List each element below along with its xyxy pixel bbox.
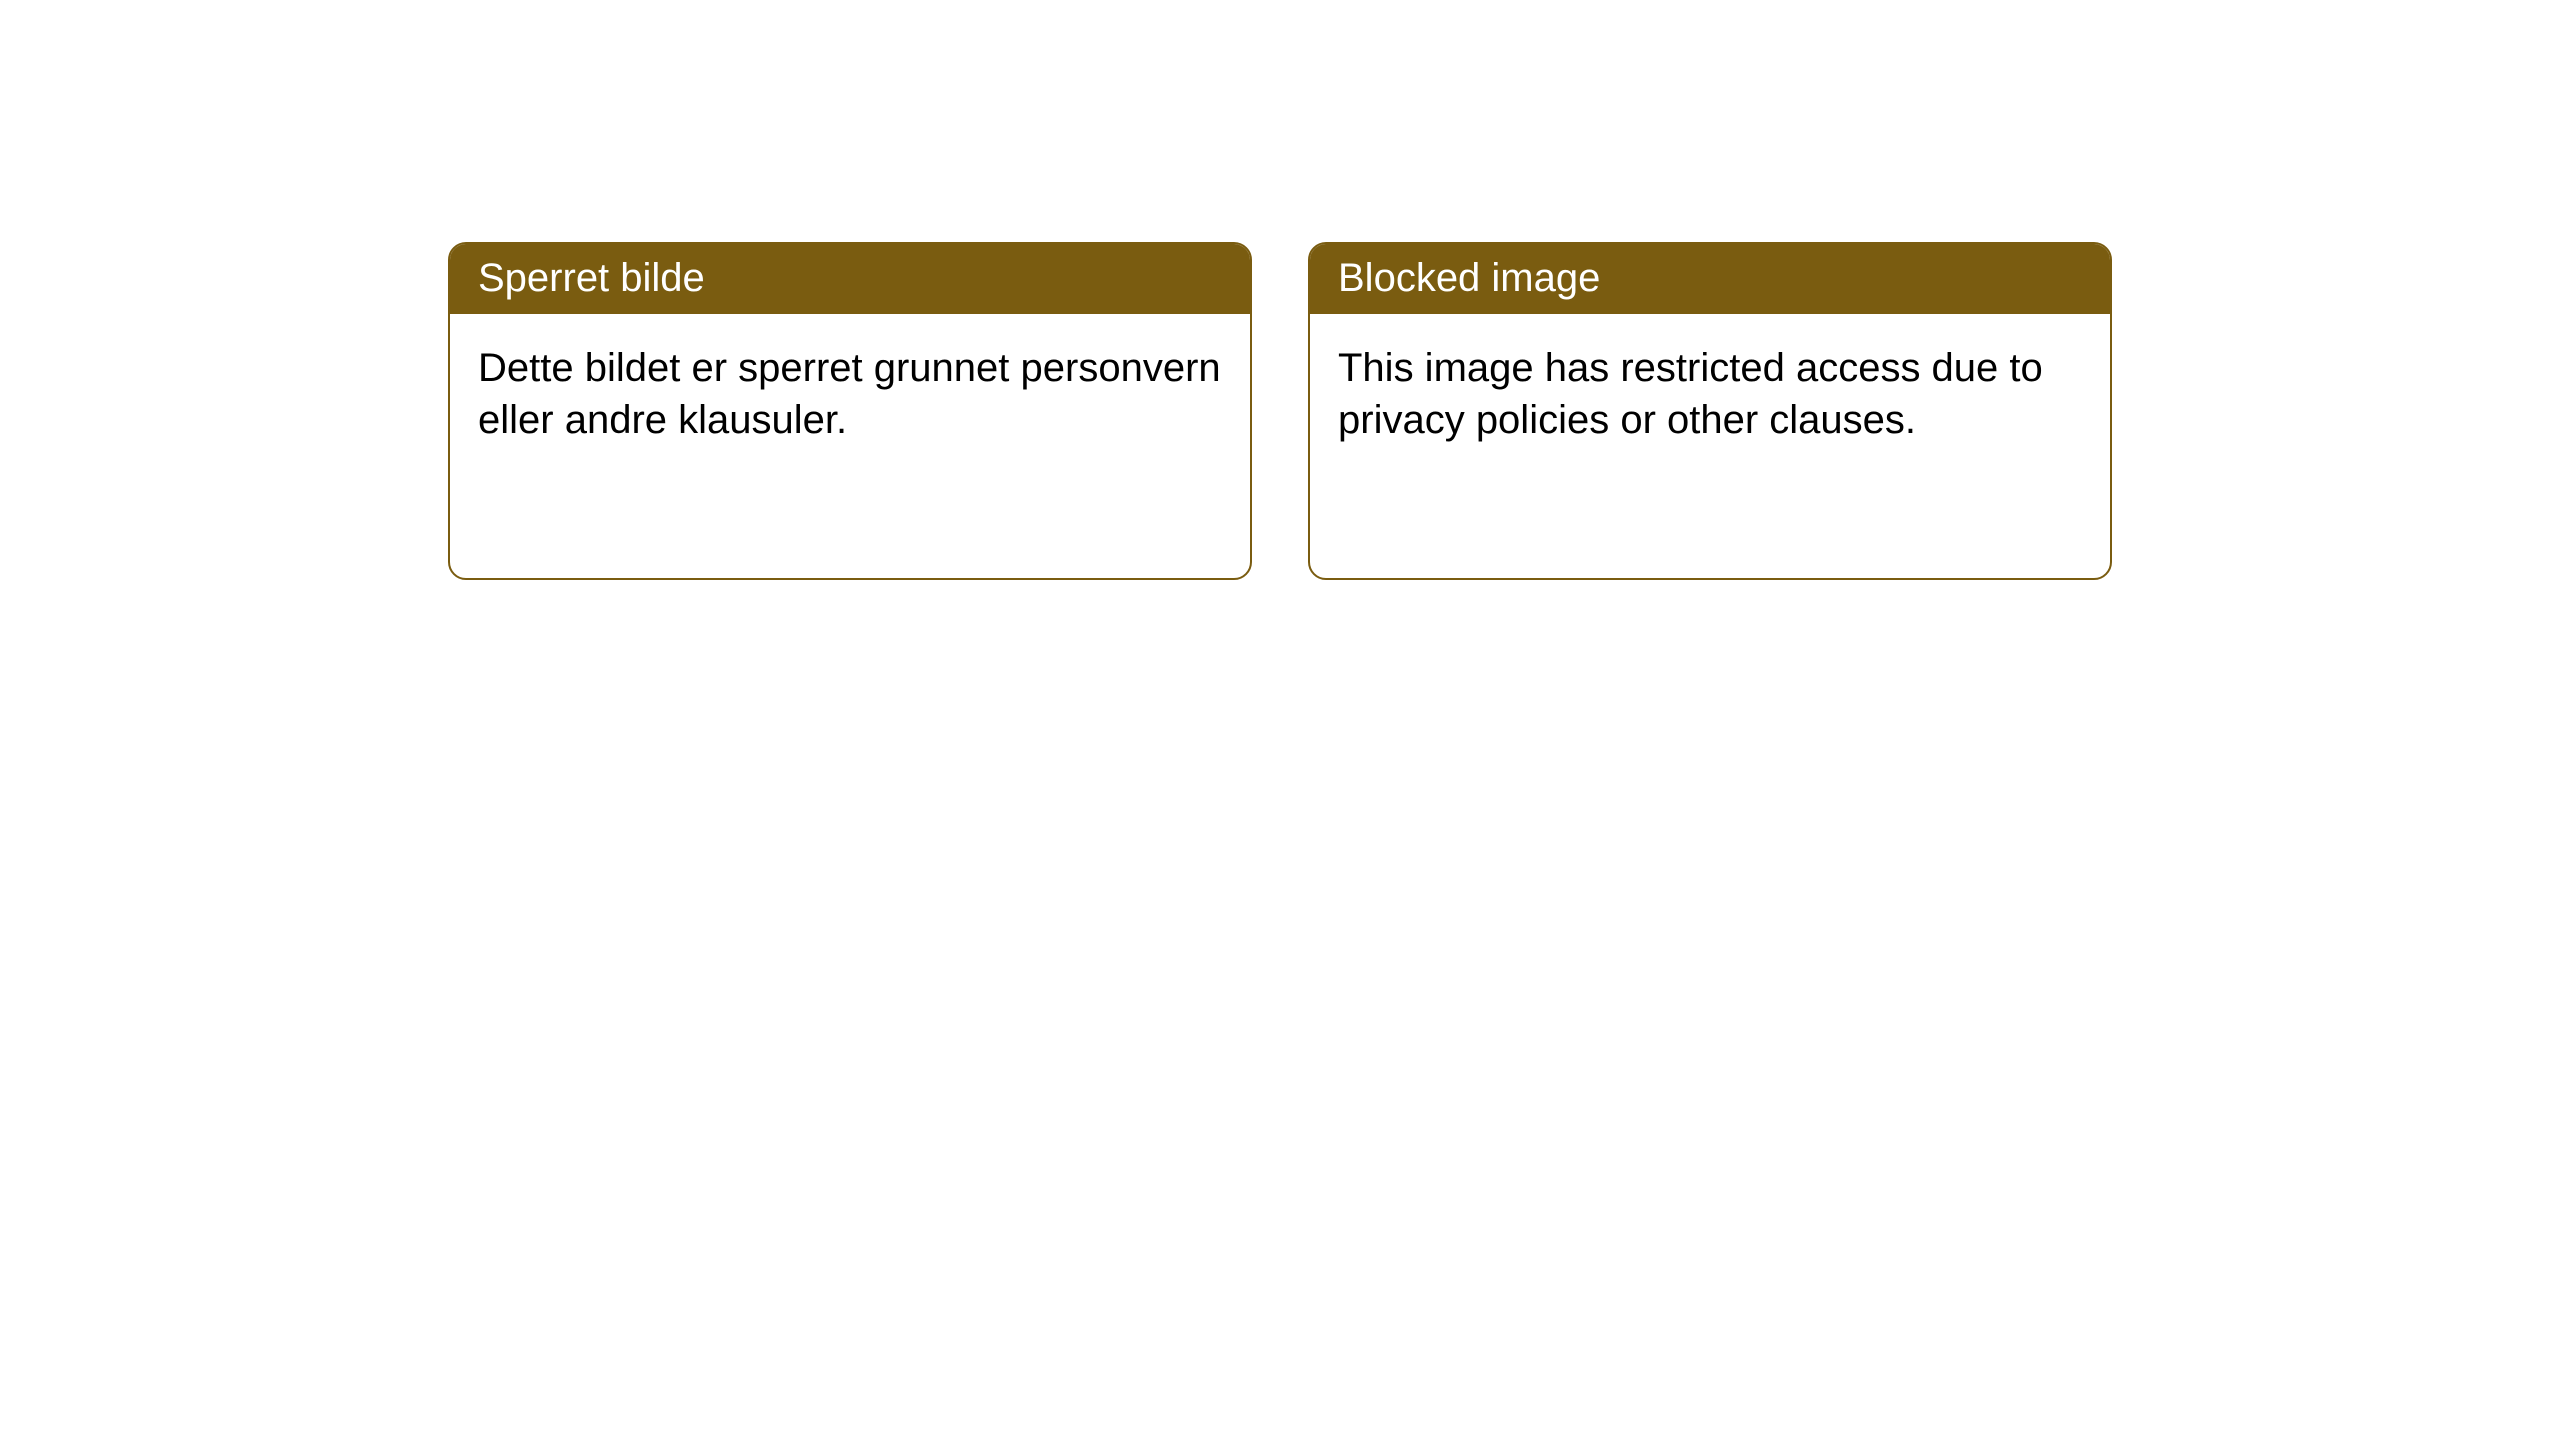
notice-card-english: Blocked image This image has restricted … [1308, 242, 2112, 580]
card-header-norwegian: Sperret bilde [450, 244, 1250, 314]
card-header-english: Blocked image [1310, 244, 2110, 314]
notice-card-norwegian: Sperret bilde Dette bildet er sperret gr… [448, 242, 1252, 580]
card-body-english: This image has restricted access due to … [1310, 314, 2110, 474]
card-body-norwegian: Dette bildet er sperret grunnet personve… [450, 314, 1250, 474]
notice-cards-container: Sperret bilde Dette bildet er sperret gr… [448, 242, 2112, 580]
